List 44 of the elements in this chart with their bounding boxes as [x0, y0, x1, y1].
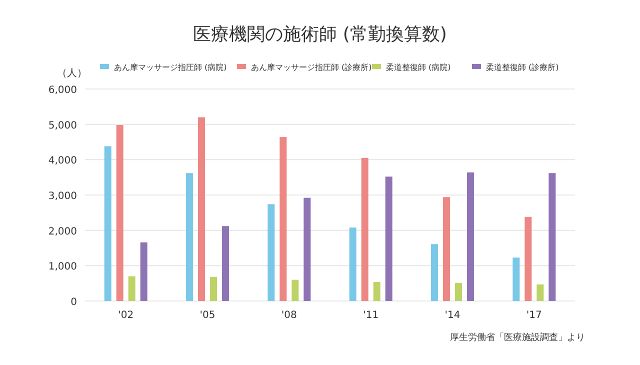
x-tick-label: '11 — [363, 310, 379, 321]
y-tick-label: 2,000 — [48, 226, 77, 238]
legend-label: あん摩マッサージ指圧師 (診療所) — [251, 63, 372, 72]
bar — [222, 226, 229, 301]
x-tick-label: '17 — [526, 310, 542, 321]
bar — [548, 173, 556, 301]
y-tick-label: 6,000 — [48, 85, 77, 96]
x-tick-label: '14 — [444, 310, 460, 321]
bar — [210, 276, 217, 301]
bar — [140, 242, 148, 301]
y-tick-label: 0 — [70, 297, 77, 308]
bar — [524, 216, 532, 301]
x-tick-label: '02 — [118, 310, 134, 321]
bar — [104, 146, 112, 301]
chart-title: 医療機関の施術師 (常勤換算数) — [193, 24, 447, 45]
bar — [349, 228, 356, 301]
bar — [280, 137, 287, 301]
legend-label: 柔道整復師 (診療所) — [486, 63, 559, 72]
bar — [536, 284, 544, 301]
bar — [385, 176, 392, 301]
bar — [455, 282, 462, 301]
bar — [186, 173, 193, 301]
y-tick-label: 3,000 — [48, 191, 77, 202]
y-tick-label: 5,000 — [48, 120, 77, 132]
bar — [431, 244, 438, 301]
legend-label: あん摩マッサージ指圧師 (病院) — [114, 63, 227, 72]
bar — [512, 258, 520, 301]
bar — [443, 197, 450, 301]
legend-label: 柔道整復師 (病院) — [386, 63, 451, 72]
text: 厚生労働省「医療施設調査」より — [450, 332, 585, 343]
y-tick-label: 1,000 — [48, 262, 77, 273]
bar — [292, 280, 299, 301]
bar — [198, 117, 205, 301]
bar — [304, 198, 311, 301]
bar — [373, 282, 380, 301]
bar — [116, 125, 124, 301]
x-tick-label: '05 — [200, 310, 216, 321]
bar — [361, 158, 368, 301]
y-axis-title: （人） — [57, 68, 87, 79]
x-tick-label: '08 — [281, 310, 297, 321]
y-tick-label: 4,000 — [48, 156, 77, 167]
bar — [467, 172, 474, 301]
bar — [128, 276, 136, 301]
bar — [268, 204, 275, 301]
